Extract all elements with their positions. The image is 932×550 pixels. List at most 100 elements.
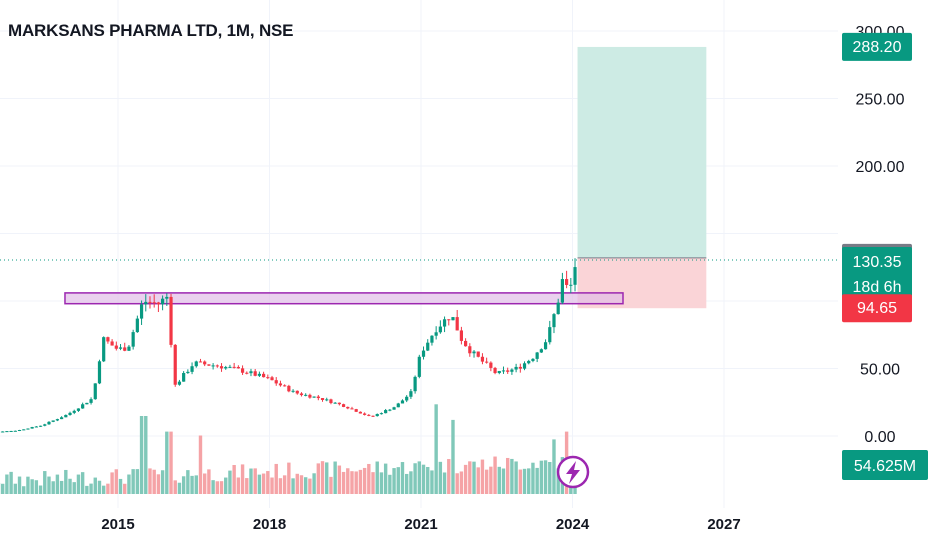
candle-body	[106, 337, 110, 342]
candle-body	[560, 279, 564, 303]
volume-bar	[291, 478, 295, 494]
volume-bar	[215, 481, 220, 494]
volume-bar	[320, 461, 325, 494]
volume-bar	[169, 431, 173, 494]
stop-price-label: 94.65	[857, 300, 897, 317]
volume-bar	[383, 463, 388, 494]
volume-bar	[543, 460, 548, 494]
volume-bar	[329, 476, 333, 494]
candle-body	[169, 296, 173, 345]
candle-body	[472, 351, 476, 354]
candle-body	[363, 413, 367, 415]
grid	[0, 0, 838, 508]
volume-bar	[5, 474, 9, 494]
volume-bar	[232, 465, 236, 494]
candle-body	[1, 431, 5, 433]
volume-bar	[337, 465, 342, 494]
candle-body	[341, 404, 346, 407]
volume-bar	[270, 477, 274, 494]
candle-body	[76, 408, 81, 411]
volume-bar	[118, 478, 123, 494]
candle-body	[5, 431, 9, 433]
lightning-badge[interactable]	[556, 455, 590, 489]
volume-bar	[552, 439, 556, 494]
candle-body	[464, 340, 468, 347]
candle-body	[400, 400, 405, 404]
target-price-label: 288.20	[853, 39, 902, 56]
volume-bar	[497, 466, 501, 494]
candle-body	[245, 372, 249, 374]
stop-price-label-bg	[842, 294, 912, 323]
candle-body	[421, 350, 426, 357]
volume-bar	[26, 476, 30, 494]
x-tick-label: 2021	[404, 516, 437, 533]
candle-body	[165, 296, 169, 299]
candle-body	[43, 424, 47, 426]
volume-bar	[89, 483, 93, 494]
candle-body	[358, 411, 362, 414]
resistance-zone[interactable]	[64, 292, 624, 305]
candle-body	[194, 361, 198, 367]
candle-body	[224, 367, 228, 369]
volume-label: 54.625M	[854, 458, 916, 475]
volume-bar	[303, 477, 308, 494]
volume-bar	[51, 481, 55, 494]
candle-body	[308, 394, 312, 398]
volume-bar	[127, 474, 131, 494]
y-tick-label: 50.00	[860, 362, 900, 379]
volume-bar	[139, 416, 144, 494]
candle-body	[190, 366, 194, 372]
target-price-label-bg	[842, 32, 912, 61]
x-tick-label: 2024	[556, 516, 590, 533]
volume-bar	[493, 456, 497, 494]
volume-bar	[186, 470, 190, 494]
candle-body	[396, 403, 400, 408]
candle-body	[320, 398, 325, 400]
candle-body	[350, 408, 354, 410]
candle-body	[17, 430, 22, 432]
volume-bar	[177, 482, 182, 494]
volume-bar	[80, 472, 85, 494]
candle-body	[198, 361, 203, 363]
volume-bar	[253, 468, 257, 494]
candle-body	[219, 366, 224, 369]
candle-body	[501, 370, 506, 372]
volume-bar	[228, 470, 232, 494]
volume-bar	[38, 485, 43, 494]
candle-body	[459, 330, 463, 341]
candle-body	[573, 267, 577, 285]
position-tool[interactable]	[577, 46, 707, 309]
candle-body	[156, 302, 160, 305]
candle-body	[51, 420, 55, 422]
candle-body	[240, 368, 245, 373]
candle-body	[405, 396, 409, 401]
candle-body	[455, 317, 459, 331]
candle-body	[367, 414, 371, 416]
candle-body	[148, 301, 152, 303]
candle-body	[257, 373, 261, 376]
candle-body	[93, 383, 97, 400]
volume-bar	[341, 471, 346, 494]
volume-bar	[489, 466, 493, 494]
candle-body	[480, 356, 485, 362]
candle-body	[102, 337, 106, 362]
current-price-label-bg	[842, 247, 912, 300]
volume-bar	[68, 478, 72, 494]
volume-bar	[295, 473, 299, 494]
candle-body	[114, 345, 118, 349]
candle-body	[161, 298, 165, 305]
volume-bar	[274, 463, 278, 494]
countdown-label: 18d 6h	[853, 279, 902, 296]
candle-body	[203, 361, 207, 365]
candle-body	[434, 332, 438, 336]
candle-body	[228, 366, 232, 368]
volume-bar	[455, 473, 459, 494]
volume-bar	[426, 466, 430, 494]
volume-bar	[367, 463, 371, 494]
volume-bar	[287, 462, 291, 494]
volume-bar	[266, 471, 270, 494]
candle-body	[127, 346, 131, 351]
candle-body	[295, 390, 299, 394]
